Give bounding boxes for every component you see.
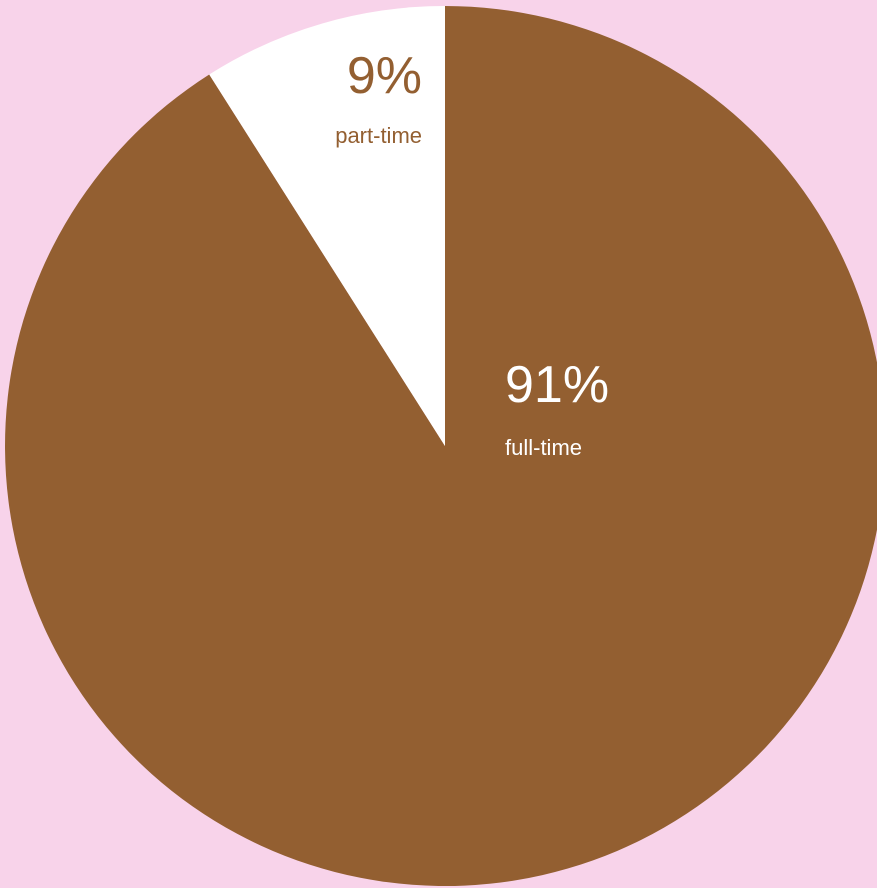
full-time-percent-label: 91% [505,356,609,414]
part-time-percent-label: 9% [347,47,422,105]
part-time-category-label: part-time [335,123,422,148]
pie-slices [5,6,877,886]
full-time-category-label: full-time [505,435,582,460]
pie-slice-part-time [209,6,445,446]
pie-slice-full-time [5,6,877,886]
